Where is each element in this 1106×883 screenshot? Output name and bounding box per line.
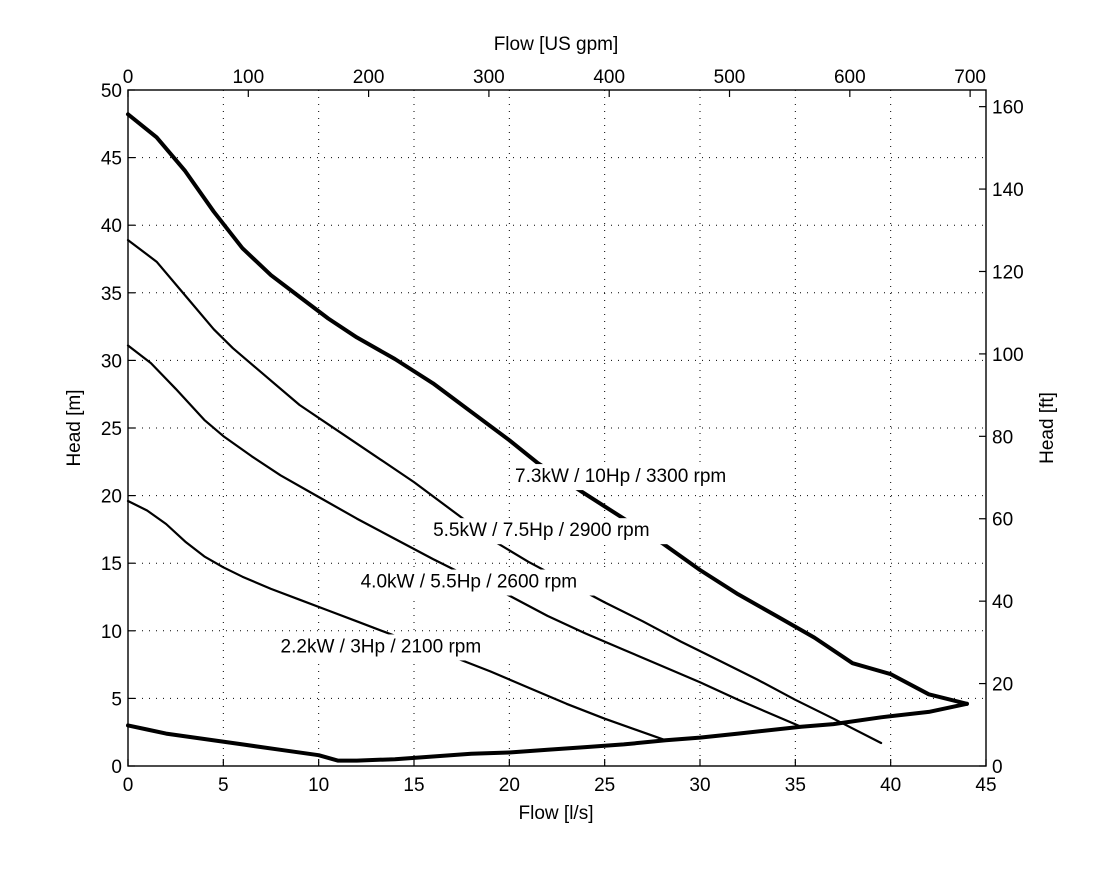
- y-right-tick-label-60: 60: [992, 510, 1013, 531]
- series-label-4: 2.2kW / 3Hp / 2100 rpm: [281, 636, 482, 657]
- x-top-tick-label-600: 600: [834, 67, 866, 88]
- series-label-bg-2: [429, 518, 680, 545]
- x-bottom-tick-label-10: 10: [308, 775, 329, 796]
- x-bottom-tick-label-25: 25: [594, 775, 615, 796]
- series-label-2: 5.5kW / 7.5Hp / 2900 rpm: [433, 520, 649, 541]
- y-right-tick-label-40: 40: [992, 592, 1013, 613]
- y-right-tick-label-120: 120: [992, 262, 1024, 283]
- y-right-tick-label-20: 20: [992, 675, 1013, 696]
- series-line-2: [126, 239, 883, 745]
- x-top-tick-label-100: 100: [232, 67, 264, 88]
- y-left-tick-label-35: 35: [101, 284, 122, 305]
- x-bottom-tick-label-45: 45: [975, 775, 996, 796]
- y-left-tick-label-40: 40: [101, 216, 122, 237]
- axis-ticks: [127, 89, 987, 767]
- y-right-tick-label-160: 160: [992, 98, 1024, 119]
- tick-labels: 0 5 10 15 20 25 30 35 40 450 100 200 300 400 500 600 700…: [101, 67, 1024, 796]
- y-left-tick-label-0: 0: [111, 757, 122, 778]
- series-label-bg-1: [511, 464, 762, 491]
- x-top-tick-label-300: 300: [473, 67, 505, 88]
- y-left-tick-label-25: 25: [101, 419, 122, 440]
- x-top-axis-label: Flow [US gpm]: [494, 34, 619, 55]
- x-bottom-tick-label-30: 30: [689, 775, 710, 796]
- y-left-tick-label-45: 45: [101, 149, 122, 170]
- x-top-tick-label-0: 0: [123, 67, 134, 88]
- x-bottom-tick-label-15: 15: [403, 775, 424, 796]
- series-line-5: [126, 701, 969, 763]
- x-top-tick-label-700: 700: [954, 67, 986, 88]
- y-left-tick-label-30: 30: [101, 351, 122, 372]
- series-label-1: 7.3kW / 10Hp / 3300 rpm: [515, 466, 726, 487]
- y-left-axis-label: Head [m]: [64, 389, 85, 466]
- y-left-tick-label-15: 15: [101, 554, 122, 575]
- x-top-tick-label-400: 400: [593, 67, 625, 88]
- series-label-3: 4.0kW / 5.5Hp / 2600 rpm: [361, 572, 578, 593]
- x-bottom-axis-label: Flow [l/s]: [519, 803, 594, 824]
- x-bottom-tick-label-0: 0: [123, 775, 134, 796]
- y-left-tick-label-50: 50: [101, 81, 122, 102]
- x-bottom-tick-label-40: 40: [880, 775, 901, 796]
- x-bottom-tick-label-5: 5: [218, 775, 229, 796]
- x-bottom-tick-label-35: 35: [785, 775, 806, 796]
- series-line-3: [126, 344, 803, 728]
- y-right-tick-label-100: 100: [992, 345, 1024, 366]
- series-group: 7.3kW / 10Hp / 3300 rpm 5.5kW / 7.5Hp / 2…: [126, 112, 969, 763]
- y-right-tick-label-0: 0: [992, 757, 1003, 778]
- x-top-tick-label-500: 500: [714, 67, 746, 88]
- series-line-4: [126, 499, 667, 742]
- y-left-tick-label-5: 5: [111, 689, 122, 710]
- grid: [128, 90, 986, 766]
- y-right-axis-label: Head [ft]: [1037, 392, 1058, 464]
- x-bottom-tick-label-20: 20: [499, 775, 520, 796]
- series-label-bg-3: [356, 569, 607, 596]
- x-top-tick-label-200: 200: [353, 67, 385, 88]
- y-left-tick-label-20: 20: [101, 487, 122, 508]
- series-label-bg-4: [276, 634, 527, 661]
- y-left-tick-label-10: 10: [101, 622, 122, 643]
- y-right-tick-label-140: 140: [992, 180, 1024, 201]
- series-line-1: [126, 112, 969, 706]
- y-right-tick-label-80: 80: [992, 427, 1013, 448]
